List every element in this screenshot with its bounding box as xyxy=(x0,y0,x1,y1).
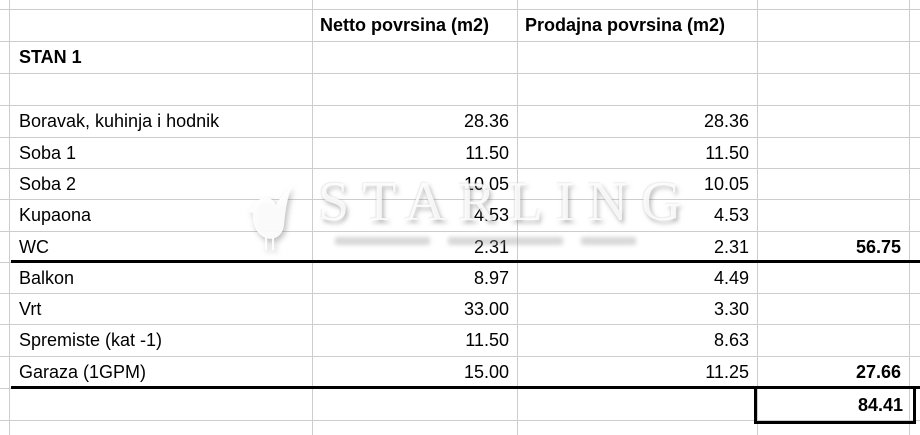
empty-cell xyxy=(910,0,920,10)
empty-cell xyxy=(758,42,910,74)
empty-cell xyxy=(313,42,518,74)
empty-cell xyxy=(0,389,10,421)
empty-cell xyxy=(910,357,920,389)
row-label: WC xyxy=(10,232,313,263)
empty-cell xyxy=(313,421,518,435)
empty-cell xyxy=(758,10,910,42)
empty-cell xyxy=(518,389,758,421)
empty-cell xyxy=(0,200,10,232)
prodajna-value: 8.63 xyxy=(518,325,758,357)
row-label: Kupaona xyxy=(10,200,313,232)
column-header-prodajna: Prodajna povrsina (m2) xyxy=(518,10,758,42)
empty-cell xyxy=(910,74,920,106)
subtotal-value xyxy=(758,294,910,325)
empty-cell xyxy=(313,0,518,10)
empty-cell xyxy=(910,10,920,42)
grand-total-cell xyxy=(758,389,910,421)
netto-value: 10.05 xyxy=(313,169,518,200)
subtotal-value xyxy=(758,169,910,200)
netto-value: 11.50 xyxy=(313,325,518,357)
empty-cell xyxy=(910,138,920,169)
netto-subtotal-value: 56.75 xyxy=(758,232,910,263)
netto-value: 2.31 xyxy=(313,232,518,263)
empty-cell xyxy=(0,42,10,74)
section-title: STAN 1 xyxy=(10,42,313,74)
empty-cell xyxy=(518,0,758,10)
netto-value: 28.36 xyxy=(313,106,518,138)
empty-cell xyxy=(10,421,313,435)
empty-cell xyxy=(0,138,10,169)
prodajna-value: 28.36 xyxy=(518,106,758,138)
subtotal-value xyxy=(758,106,910,138)
empty-cell xyxy=(758,0,910,10)
prodajna-value: 4.53 xyxy=(518,200,758,232)
empty-cell xyxy=(0,263,10,294)
prodajna-value: 2.31 xyxy=(518,232,758,263)
empty-cell xyxy=(0,106,10,138)
empty-cell xyxy=(910,106,920,138)
empty-cell xyxy=(0,232,10,263)
empty-cell xyxy=(910,232,920,263)
empty-cell xyxy=(0,421,10,435)
prodajna-value: 11.25 xyxy=(518,357,758,389)
grand-total-box: 84.41 xyxy=(754,386,916,424)
subtotal-value xyxy=(758,263,910,294)
empty-cell xyxy=(518,421,758,435)
netto-section-divider-line xyxy=(11,260,920,263)
empty-cell xyxy=(518,42,758,74)
prodajna-value: 11.50 xyxy=(518,138,758,169)
row-label: Boravak, kuhinja i hodnik xyxy=(10,106,313,138)
empty-cell xyxy=(10,0,313,10)
row-label: Spremiste (kat -1) xyxy=(10,325,313,357)
subtotal-value xyxy=(758,200,910,232)
netto-value: 4.53 xyxy=(313,200,518,232)
prodajna-subtotal-value: 27.66 xyxy=(758,357,910,389)
empty-cell xyxy=(910,294,920,325)
empty-cell xyxy=(313,74,518,106)
subtotal-value xyxy=(758,138,910,169)
prodajna-value: 4.49 xyxy=(518,263,758,294)
prodajna-section-divider-line xyxy=(11,386,920,389)
empty-cell xyxy=(910,200,920,232)
empty-cell xyxy=(758,74,910,106)
netto-value: 33.00 xyxy=(313,294,518,325)
empty-cell xyxy=(0,10,10,42)
netto-value: 8.97 xyxy=(313,263,518,294)
empty-cell xyxy=(0,0,10,10)
empty-cell xyxy=(313,389,518,421)
row-label: Garaza (1GPM) xyxy=(10,357,313,389)
empty-cell xyxy=(910,263,920,294)
empty-cell xyxy=(0,169,10,200)
empty-cell xyxy=(10,389,313,421)
subtotal-value xyxy=(758,325,910,357)
row-label: Soba 1 xyxy=(10,138,313,169)
grand-total-value: 84.41 xyxy=(857,394,903,415)
row-label: Balkon xyxy=(10,263,313,294)
empty-cell xyxy=(0,325,10,357)
empty-cell xyxy=(0,357,10,389)
netto-value: 11.50 xyxy=(313,138,518,169)
empty-cell xyxy=(910,325,920,357)
netto-value: 15.00 xyxy=(313,357,518,389)
empty-cell xyxy=(10,10,313,42)
empty-cell xyxy=(910,42,920,74)
prodajna-value: 10.05 xyxy=(518,169,758,200)
row-label: Soba 2 xyxy=(10,169,313,200)
empty-cell xyxy=(910,169,920,200)
empty-cell xyxy=(0,294,10,325)
empty-cell xyxy=(758,421,910,435)
column-header-netto: Netto povrsina (m2) xyxy=(313,10,518,42)
empty-cell xyxy=(0,74,10,106)
empty-cell xyxy=(518,74,758,106)
prodajna-value: 3.30 xyxy=(518,294,758,325)
empty-cell xyxy=(10,74,313,106)
row-label: Vrt xyxy=(10,294,313,325)
